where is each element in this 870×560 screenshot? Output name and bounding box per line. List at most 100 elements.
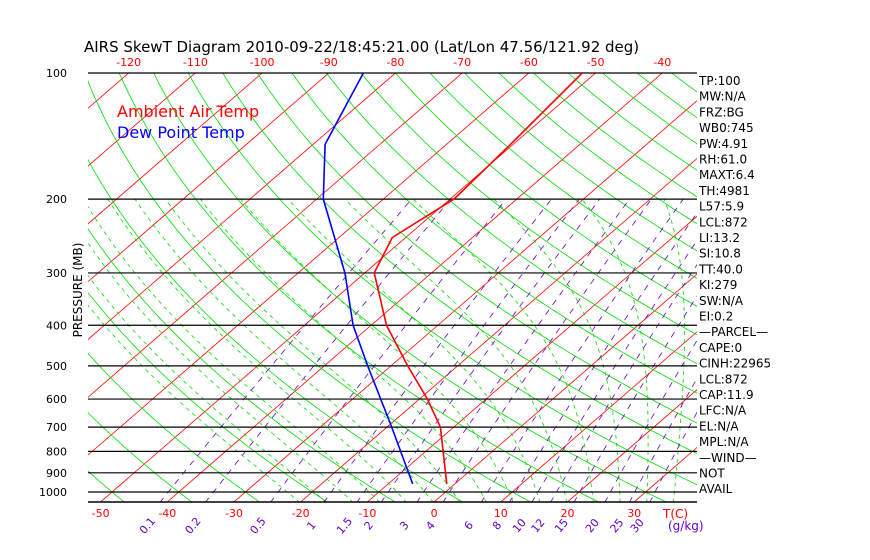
- y-axis-label: PRESSURE (MB): [71, 243, 85, 338]
- pressure-tick-label: 900: [46, 467, 67, 480]
- index-item: SI:10.8: [699, 247, 741, 261]
- top-temp-tick-label: -60: [520, 56, 538, 69]
- isotherm: [88, 73, 530, 456]
- index-item: CAP:11.9: [699, 388, 754, 402]
- mixing-ratio-tick-label: 0.5: [248, 515, 269, 537]
- isotherm: [88, 73, 330, 283]
- mixing-ratio-line: [604, 339, 697, 502]
- moist-adiabat: [412, 198, 594, 502]
- index-item: KI:279: [699, 278, 737, 292]
- pressure-tick-label: 1000: [39, 486, 67, 499]
- moist-adiabat: [165, 198, 461, 502]
- mixing-ratio-tick-label: 2: [362, 519, 376, 533]
- mixing-ratio-line: [356, 198, 580, 502]
- isotherm: [99, 73, 597, 502]
- bottom-temp-tick-label: 20: [560, 507, 574, 520]
- top-temp-tick-label: -100: [250, 56, 275, 69]
- top-temp-tick-label: -80: [386, 56, 404, 69]
- isotherm: [233, 100, 697, 502]
- pressure-tick-label: 100: [46, 67, 67, 80]
- bottom-temp-tick-label: -10: [358, 507, 376, 520]
- mixing-ratio-line: [573, 295, 697, 502]
- mixing-ratio-line: [480, 198, 684, 502]
- mixing-ratio-line: [629, 377, 697, 502]
- index-item: —WIND—: [699, 451, 757, 465]
- mixing-ratio-tick-label: 3: [397, 519, 411, 533]
- dry-adiabat: [670, 73, 697, 93]
- moist-adiabat: [88, 206, 380, 502]
- mixing-ratio-tick-label: 10: [510, 516, 529, 535]
- dry-adiabat: [187, 73, 697, 486]
- bottom-temp-tick-label: 10: [494, 507, 508, 520]
- pressure-tick-label: 200: [46, 193, 67, 206]
- isotherm: [88, 73, 397, 340]
- isobars: [88, 72, 697, 503]
- index-item: TT:40.0: [698, 262, 743, 276]
- top-temp-tick-label: -120: [116, 56, 141, 69]
- bottom-temp-tick-label: -40: [158, 507, 176, 520]
- stability-indices: TP:100MW:N/AFRZ:BGWB0:745PW:4.91RH:61.0M…: [698, 74, 771, 496]
- isotherm: [0, 64, 6, 503]
- pressure-tick-label: 700: [46, 421, 67, 434]
- top-temp-tick-label: -90: [320, 56, 338, 69]
- pressure-tick-label: 600: [46, 393, 67, 406]
- mixing-ratio-line: [649, 411, 697, 502]
- mixing-ratio-tick-label: 4: [423, 519, 437, 533]
- top-temp-tick-label: -50: [587, 56, 605, 69]
- chart-title: AIRS SkewT Diagram 2010-09-22/18:45:21.0…: [84, 38, 639, 56]
- index-item: LI:13.2: [699, 231, 740, 245]
- index-item: EI:0.2: [699, 310, 733, 324]
- index-item: L57:5.9: [699, 200, 744, 214]
- isotherm: [88, 73, 196, 167]
- mixing-ratio-tick-label: 0.2: [183, 515, 204, 537]
- top-temp-tick-label: -40: [653, 56, 671, 69]
- dew-point-line: [322, 73, 414, 485]
- mixing-ratio-line: [442, 198, 652, 502]
- index-item: TP:100: [698, 74, 741, 88]
- index-item: FRZ:BG: [699, 105, 744, 119]
- mixing-ratio-line: [509, 212, 697, 502]
- mixing-ratio-tick-label: 1.5: [334, 515, 355, 537]
- isotherm: [433, 273, 697, 502]
- moist-adiabat: [88, 304, 300, 502]
- mixing-ratio-tick-label: 20: [583, 516, 602, 535]
- mixing-ratio-tick-label: 12: [529, 516, 548, 535]
- moist-adiabat: [287, 198, 541, 502]
- dry-adiabat: [291, 73, 697, 394]
- pressure-tick-label: 800: [46, 445, 67, 458]
- index-item: LCL:872: [699, 215, 748, 229]
- moist-adiabat: [240, 198, 514, 502]
- index-item: PW:4.91: [699, 137, 748, 151]
- index-item: EL:N/A: [699, 419, 739, 433]
- mixing-ratio-tick-label: 0.1: [137, 515, 158, 537]
- mixing-ratio-line: [550, 263, 697, 502]
- index-item: CAPE:0: [699, 341, 742, 355]
- index-item: MPL:N/A: [699, 435, 749, 449]
- moist-adiabat: [134, 198, 434, 502]
- index-item: RH:61.0: [699, 153, 747, 167]
- moist-adiabat: [581, 198, 649, 502]
- mixing-ratio-line: [205, 198, 452, 502]
- dry-adiabat: [222, 73, 697, 455]
- bottom-temp-tick-label: -30: [225, 507, 243, 520]
- mixing-ratio-tick-label: 8: [490, 519, 504, 533]
- index-item: LCL:872: [699, 372, 748, 386]
- profiles: [322, 73, 583, 485]
- isotherm: [0, 64, 73, 503]
- isotherm: [88, 73, 263, 225]
- moist-adiabat: [107, 198, 407, 502]
- bottom-temp-tick-label: -20: [292, 507, 310, 520]
- isotherm: [88, 73, 463, 398]
- index-item: WB0:745: [699, 121, 754, 135]
- moist-adiabat: [663, 198, 685, 502]
- isotherm: [566, 389, 697, 502]
- dry-adiabat: [394, 73, 697, 307]
- top-temp-tick-label: -70: [453, 56, 471, 69]
- pressure-tick-label: 300: [46, 267, 67, 280]
- dry-adiabat: [88, 470, 125, 502]
- pressure-tick-label: 400: [46, 319, 67, 332]
- dry-adiabat: [256, 73, 697, 424]
- index-item: TH:4981: [698, 184, 750, 198]
